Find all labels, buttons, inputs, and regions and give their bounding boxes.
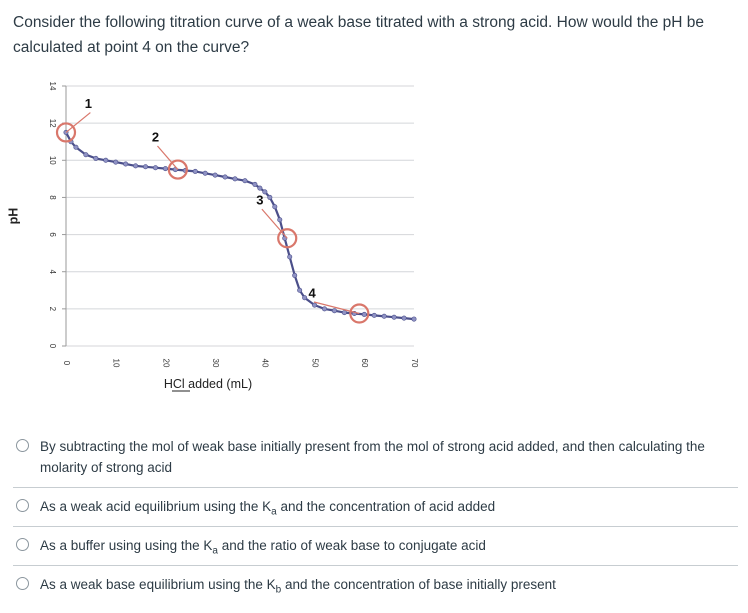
highlight-circle xyxy=(349,303,370,324)
data-point xyxy=(133,163,139,169)
y-tick-label: 8 xyxy=(48,195,57,200)
data-point xyxy=(361,311,367,317)
y-tick-label: 2 xyxy=(48,307,57,312)
highlight-circle xyxy=(277,228,298,249)
data-point xyxy=(242,178,248,184)
highlight-circle xyxy=(167,159,188,180)
answer-option-text: As a weak base equilibrium using the Kb … xyxy=(40,577,556,596)
x-tick-label: 20 xyxy=(161,359,170,368)
answer-options: By subtracting the mol of weak base init… xyxy=(13,428,738,604)
data-point xyxy=(341,310,347,316)
x-tick-label: 70 xyxy=(410,359,419,368)
data-point xyxy=(212,172,218,178)
data-point xyxy=(143,164,149,170)
answer-option-2[interactable]: As a weak acid equilibrium using the Ka … xyxy=(13,488,738,527)
data-point xyxy=(93,155,99,161)
x-tick-label: 40 xyxy=(261,359,270,368)
data-point xyxy=(381,313,387,319)
data-point xyxy=(192,168,198,174)
point-label: 4 xyxy=(308,285,316,300)
y-tick-label: 10 xyxy=(48,156,57,165)
x-tick-label: 50 xyxy=(310,359,319,368)
x-tick-label: 60 xyxy=(360,359,369,368)
data-point xyxy=(202,170,208,176)
data-point xyxy=(123,161,129,167)
x-tick-label: 30 xyxy=(211,359,220,368)
data-point xyxy=(322,306,328,312)
highlight-circle xyxy=(55,122,77,143)
radio-button[interactable] xyxy=(16,499,29,512)
data-point xyxy=(222,174,228,180)
y-tick-label: 12 xyxy=(48,119,57,128)
data-point xyxy=(272,204,278,210)
data-point xyxy=(232,176,238,182)
data-point xyxy=(162,166,168,172)
point-pointer-line xyxy=(157,145,179,170)
data-point xyxy=(277,217,283,223)
data-point xyxy=(331,308,337,314)
radio-button[interactable] xyxy=(16,577,29,590)
y-axis-label: pH xyxy=(6,208,20,225)
data-point xyxy=(152,165,158,171)
data-point xyxy=(113,159,119,165)
x-tick-label: 10 xyxy=(112,359,121,368)
radio-button[interactable] xyxy=(16,439,29,452)
radio-button[interactable] xyxy=(16,538,29,551)
data-point xyxy=(267,194,273,200)
answer-option-text: By subtracting the mol of weak base init… xyxy=(40,439,705,475)
data-point xyxy=(287,254,293,260)
point-label: 2 xyxy=(152,129,159,144)
data-point xyxy=(257,185,263,191)
y-tick-label: 14 xyxy=(48,82,57,91)
data-point xyxy=(103,157,109,163)
data-point xyxy=(391,314,397,320)
data-point xyxy=(312,302,318,308)
question-text: Consider the following titration curve o… xyxy=(13,14,704,56)
data-point xyxy=(252,181,258,187)
answer-option-text: As a buffer using using the Ka and the r… xyxy=(40,538,486,557)
point-pointer-line xyxy=(65,112,91,133)
answer-option-3[interactable]: As a buffer using using the Ka and the r… xyxy=(13,527,738,566)
data-point xyxy=(371,312,377,318)
data-point xyxy=(302,295,308,301)
point-label: 1 xyxy=(85,96,92,111)
x-axis-label: HCl added (mL) xyxy=(164,377,252,391)
y-tick-label: 4 xyxy=(48,269,57,274)
point-label: 3 xyxy=(256,193,263,208)
data-point xyxy=(411,316,417,322)
y-tick-label: 0 xyxy=(48,344,57,349)
data-point xyxy=(401,315,407,321)
point-pointer-line xyxy=(313,301,360,315)
data-point xyxy=(292,272,298,278)
y-tick-label: 6 xyxy=(48,232,57,237)
x-tick-label: 0 xyxy=(62,361,71,366)
answer-option-4[interactable]: As a weak base equilibrium using the Kb … xyxy=(13,566,738,604)
data-point xyxy=(262,189,268,195)
answer-option-text: As a weak acid equilibrium using the Ka … xyxy=(40,499,496,518)
answer-option-1[interactable]: By subtracting the mol of weak base init… xyxy=(13,428,738,488)
data-point xyxy=(73,144,79,150)
point-pointer-line xyxy=(261,208,288,239)
data-point xyxy=(297,287,303,293)
data-point xyxy=(83,152,89,158)
